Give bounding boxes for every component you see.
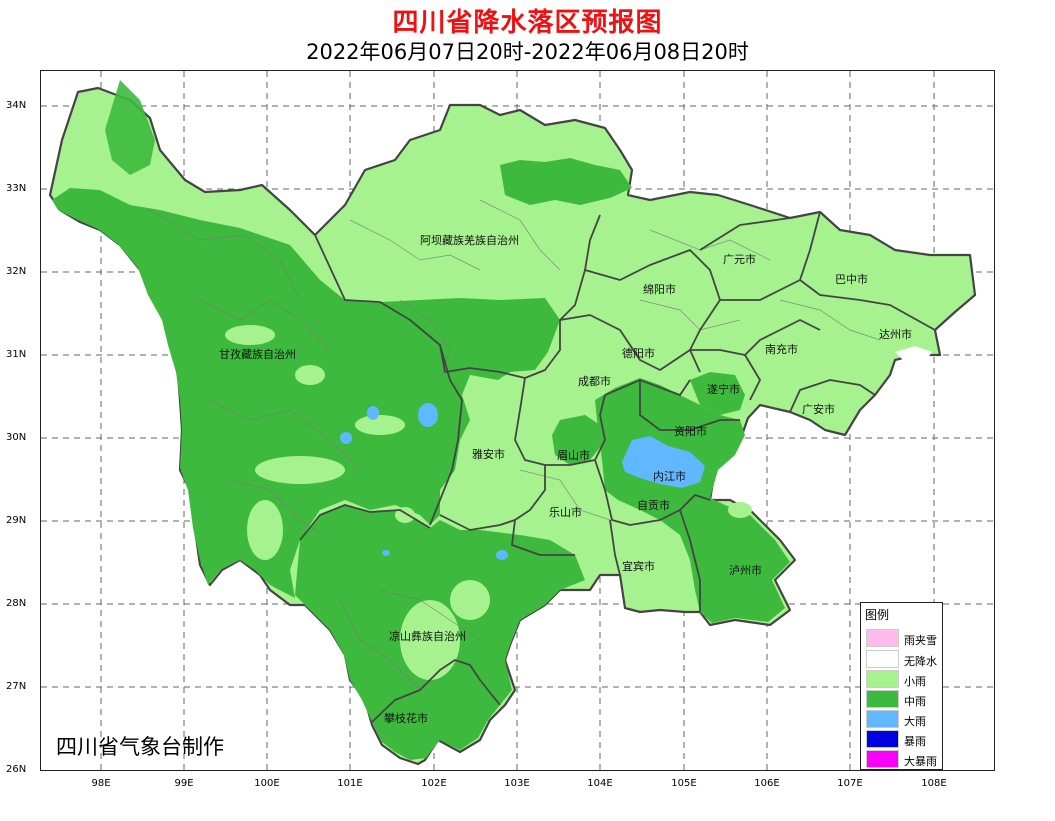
lon-label: 99E xyxy=(174,778,194,789)
lon-label: 102E xyxy=(421,778,447,789)
legend-item: 大暴雨 xyxy=(866,750,944,769)
lat-label: 33N xyxy=(6,183,27,194)
lon-label: 104E xyxy=(587,778,613,789)
city-label: 内江市 xyxy=(653,470,686,483)
legend-item: 暴雨 xyxy=(866,730,944,749)
city-label: 广元市 xyxy=(723,253,756,266)
lon-label: 105E xyxy=(671,778,697,789)
city-label: 绵阳市 xyxy=(643,283,676,296)
lat-label: 28N xyxy=(6,598,27,609)
city-label: 资阳市 xyxy=(674,425,707,438)
legend-label: 暴雨 xyxy=(904,735,926,748)
city-label: 巴中市 xyxy=(835,273,868,286)
lon-label: 107E xyxy=(837,778,863,789)
lat-label: 34N xyxy=(6,100,27,111)
legend-item: 中雨 xyxy=(866,690,944,709)
legend-swatch xyxy=(866,710,899,728)
map-frame xyxy=(40,70,995,771)
city-label: 凉山彝族自治州 xyxy=(389,630,466,643)
legend-item: 雨夹雪 xyxy=(866,629,944,648)
city-label: 乐山市 xyxy=(549,506,582,519)
city-label: 宜宾市 xyxy=(622,560,655,573)
city-label: 攀枝花市 xyxy=(384,712,428,725)
legend-swatch xyxy=(866,670,899,688)
map-title: 四川省降水落区预报图 xyxy=(392,8,663,38)
legend-item: 大雨 xyxy=(866,710,944,729)
city-label: 南充市 xyxy=(765,343,798,356)
lat-label: 30N xyxy=(6,432,27,443)
city-label: 遂宁市 xyxy=(707,383,740,396)
legend-label: 中雨 xyxy=(904,695,926,708)
legend-label: 小雨 xyxy=(904,675,926,688)
lon-label: 108E xyxy=(921,778,947,789)
lat-label: 31N xyxy=(6,349,27,360)
legend-label: 大暴雨 xyxy=(904,755,937,768)
legend-swatch xyxy=(866,750,899,768)
legend-swatch xyxy=(866,730,899,748)
city-label: 阿坝藏族羌族自治州 xyxy=(420,234,519,247)
city-label: 自贡市 xyxy=(637,499,670,512)
city-label: 甘孜藏族自治州 xyxy=(219,348,296,361)
heavy-rain-areas xyxy=(340,403,705,560)
lon-label: 98E xyxy=(91,778,111,789)
lat-label: 27N xyxy=(6,681,27,692)
city-label: 成都市 xyxy=(578,375,611,388)
lon-label: 106E xyxy=(754,778,780,789)
legend-swatch xyxy=(866,629,899,647)
lon-label: 100E xyxy=(254,778,280,789)
city-label: 眉山市 xyxy=(557,449,590,462)
city-label: 泸州市 xyxy=(729,564,762,577)
lat-label: 32N xyxy=(6,266,27,277)
city-label: 达州市 xyxy=(879,328,912,341)
lat-label: 29N xyxy=(6,515,27,526)
legend-label: 大雨 xyxy=(904,715,926,728)
legend-swatch xyxy=(866,650,899,668)
credit-text: 四川省气象台制作 xyxy=(56,735,224,759)
lat-label: 26N xyxy=(6,764,27,775)
legend-title: 图例 xyxy=(865,608,890,622)
city-label: 德阳市 xyxy=(622,347,655,360)
legend-item: 小雨 xyxy=(866,670,944,689)
city-label: 广安市 xyxy=(802,403,835,416)
legend-item: 无降水 xyxy=(866,650,944,669)
lon-label: 101E xyxy=(337,778,363,789)
city-label: 雅安市 xyxy=(472,448,505,461)
map-legend: 图例 雨夹雪 无降水 小雨 中雨 大雨 暴雨 大暴雨 xyxy=(860,602,943,770)
legend-swatch xyxy=(866,690,899,708)
lon-label: 103E xyxy=(504,778,530,789)
legend-label: 雨夹雪 xyxy=(904,634,937,647)
map-subtitle: 2022年06月07日20时-2022年06月08日20时 xyxy=(306,40,749,64)
legend-label: 无降水 xyxy=(904,655,937,668)
